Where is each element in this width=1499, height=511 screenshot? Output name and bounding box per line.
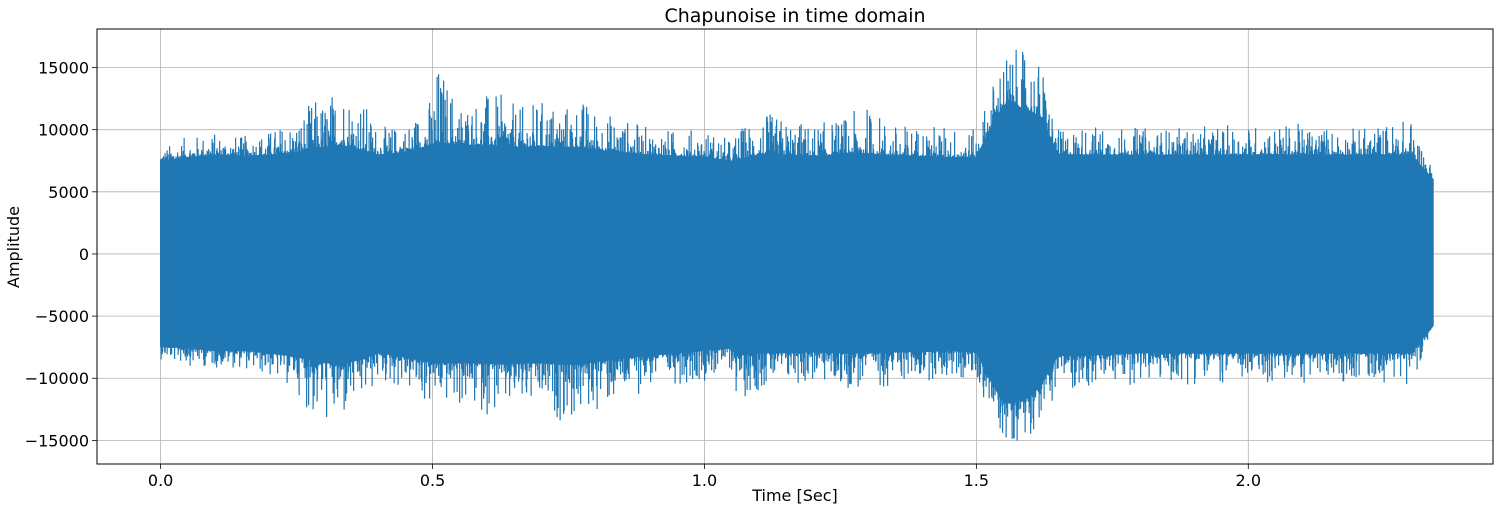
x-tick-label: 1.0 — [692, 471, 717, 490]
chart-title: Chapunoise in time domain — [664, 5, 925, 27]
x-tick-label: 2.0 — [1236, 471, 1261, 490]
x-tick-label: 0.5 — [420, 471, 445, 490]
x-tick-label: 1.5 — [964, 471, 989, 490]
y-axis-label: Amplitude — [4, 206, 23, 288]
y-tick-label: −15000 — [25, 431, 89, 450]
signal-line — [160, 49, 1434, 441]
x-tick-label: 0.0 — [148, 471, 173, 490]
plot-area — [160, 49, 1434, 441]
y-tick-label: −5000 — [35, 307, 89, 326]
y-tick-label: 0 — [79, 245, 89, 264]
axes-frame — [96, 28, 1494, 465]
y-tick-label: 15000 — [38, 59, 89, 78]
x-axis-ticks: 0.0 0.5 1.0 1.5 2.0 — [148, 464, 1261, 490]
x-axis-label: Time [Sec] — [751, 486, 838, 505]
y-tick-label: −10000 — [25, 369, 89, 388]
y-tick-label: 5000 — [48, 183, 89, 202]
y-tick-label: 10000 — [38, 121, 89, 140]
y-axis-ticks: −15000 −10000 −5000 0 5000 10000 15000 — [25, 59, 97, 450]
